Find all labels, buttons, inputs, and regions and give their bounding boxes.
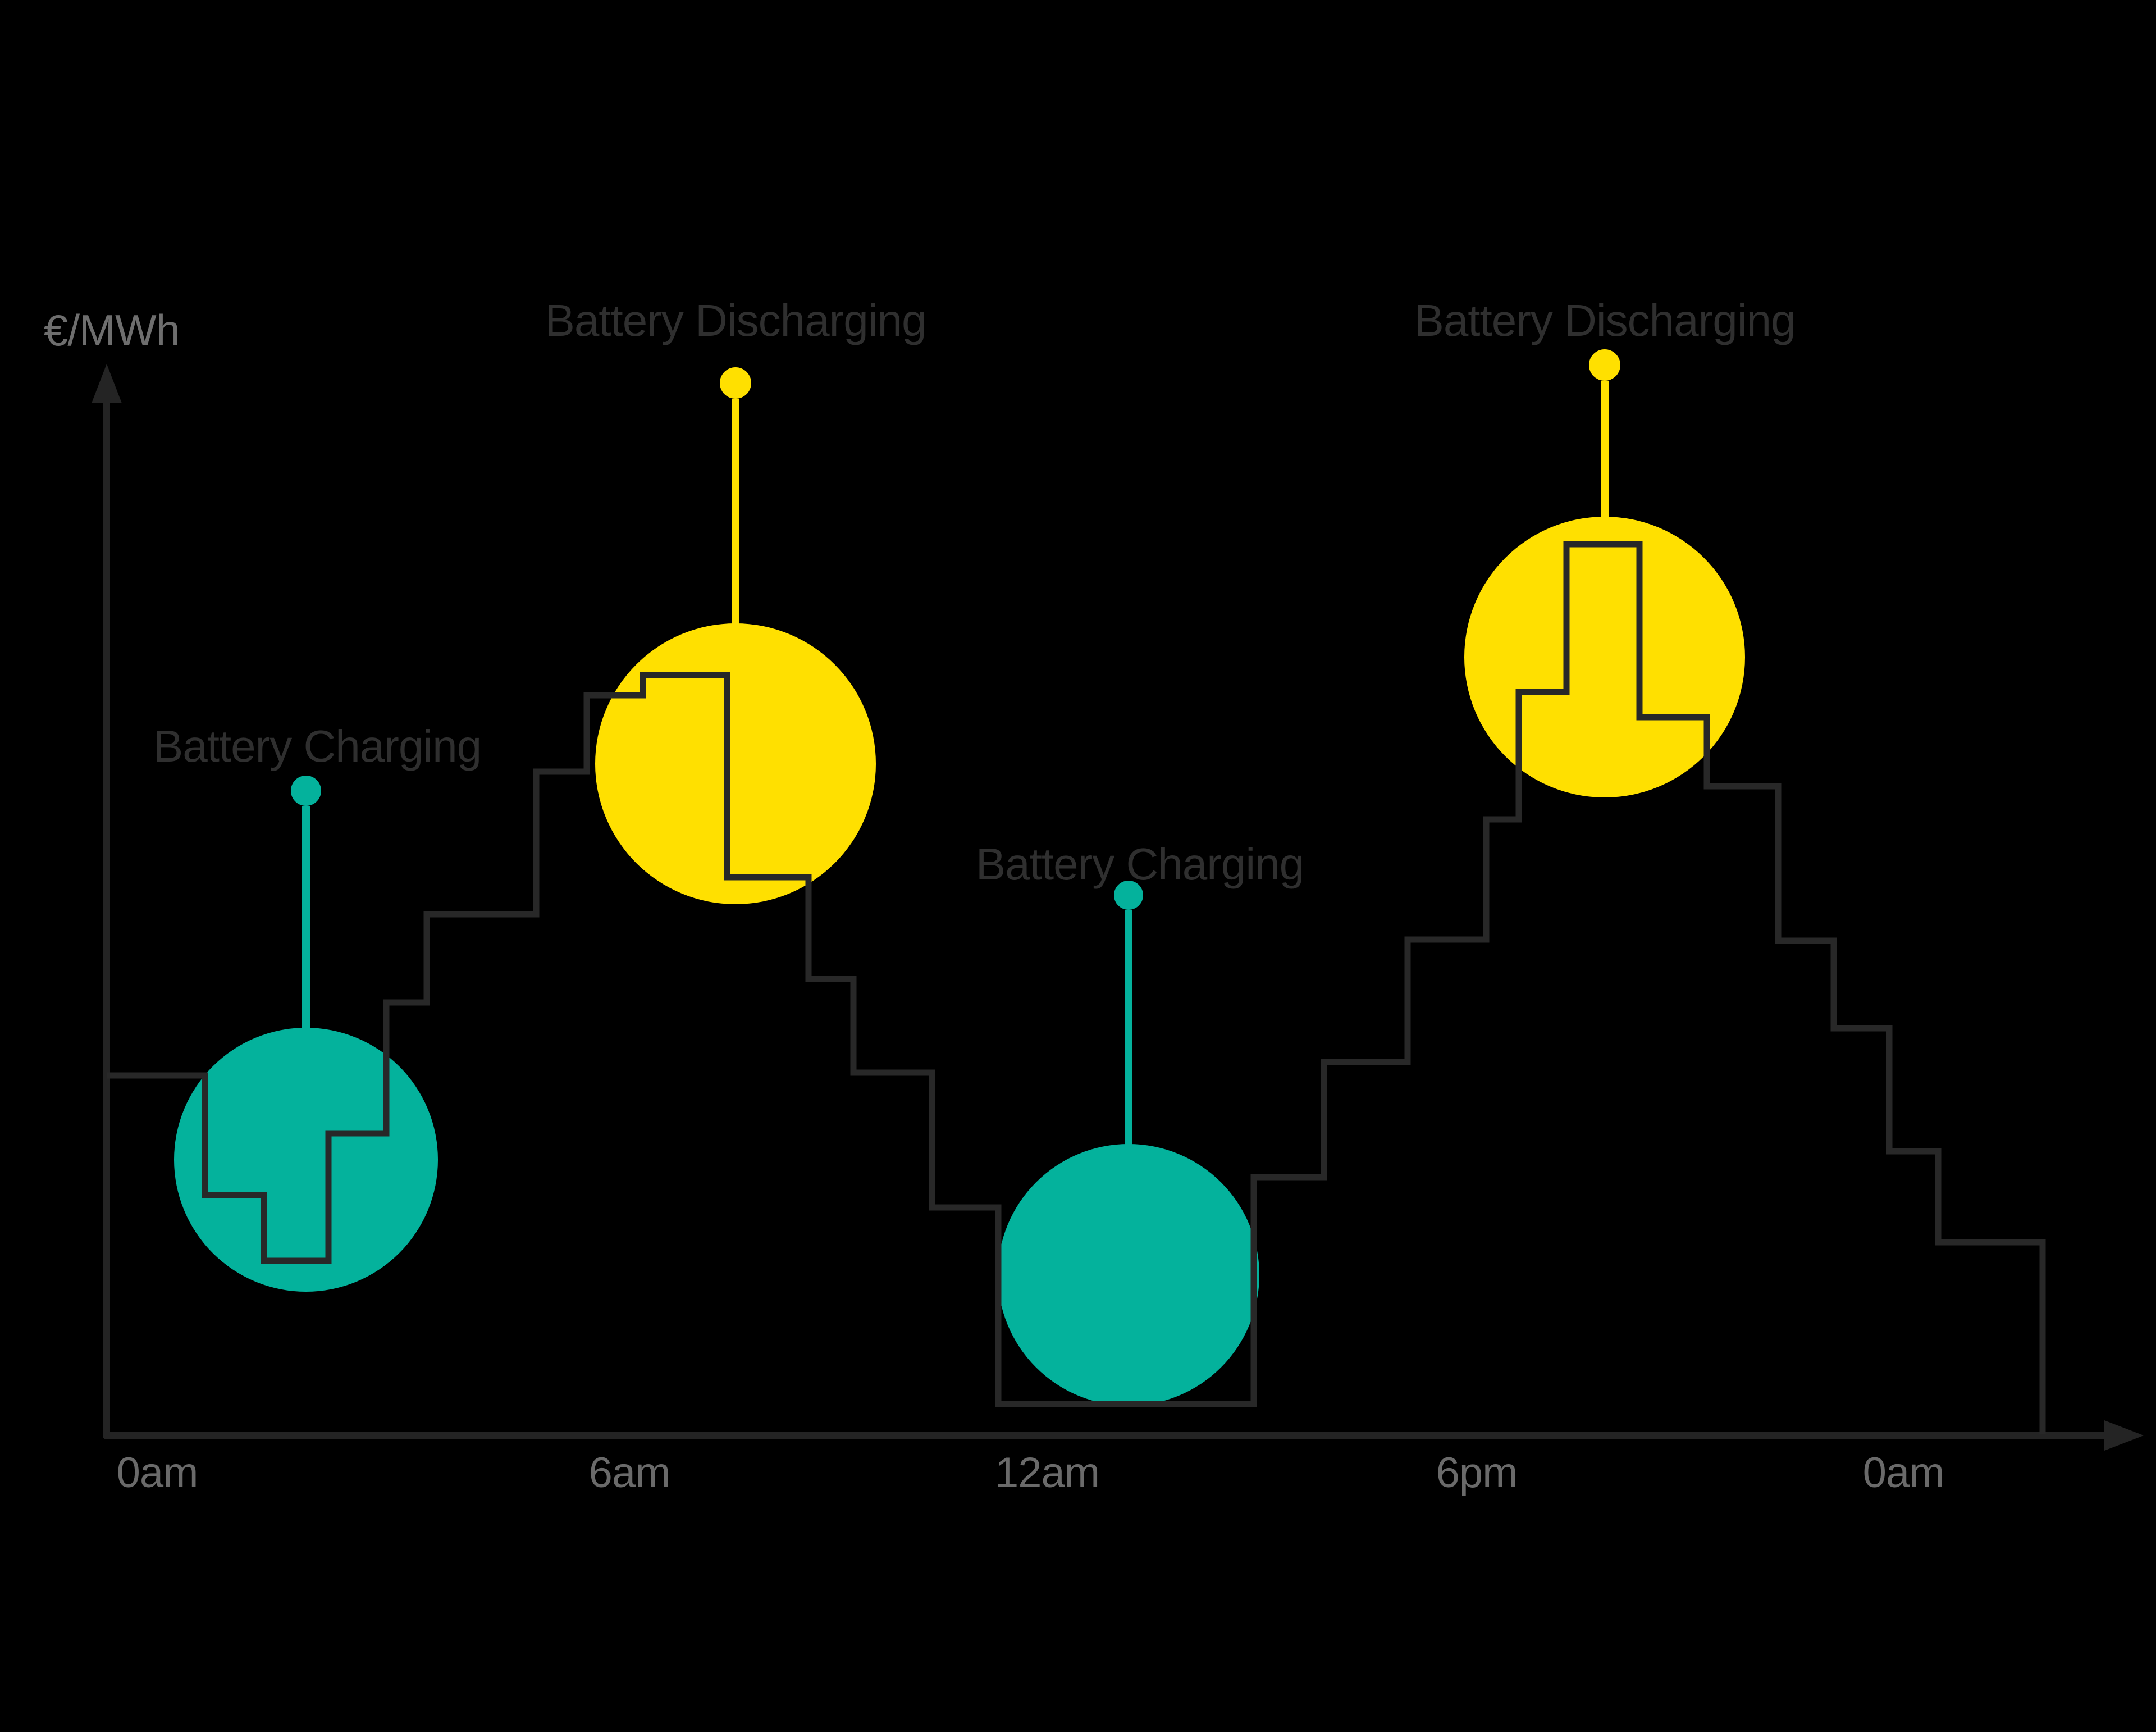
axes <box>92 364 2144 1451</box>
x-tick-label-0am: 0am <box>1863 1449 1944 1497</box>
discharging-circle <box>595 623 876 904</box>
annotation-circles <box>174 517 1745 1406</box>
battery-discharging-label: Battery Discharging <box>545 295 926 345</box>
x-tick-label-0am: 0am <box>117 1449 198 1497</box>
battery-discharging-label: Battery Discharging <box>1414 295 1795 345</box>
y-axis-arrow-icon <box>92 364 122 403</box>
charging-circle <box>998 1144 1259 1406</box>
price-step-curve <box>107 541 2046 1434</box>
charging-dot-icon <box>291 776 321 806</box>
x-axis-arrow-icon <box>2104 1420 2144 1451</box>
annotation-labels: Battery Charging Battery Discharging Batte… <box>153 295 1796 889</box>
x-tick-label-6am: 6am <box>589 1449 670 1497</box>
battery-charging-label: Battery Charging <box>153 721 481 771</box>
discharging-dot-icon <box>720 367 751 399</box>
discharging-circle <box>1464 517 1745 797</box>
charging-dot-icon <box>1114 881 1143 910</box>
discharging-dot-icon <box>1589 349 1620 381</box>
x-axis-tick-labels: 0am 6am 12am 6pm 0am <box>117 1449 1945 1497</box>
y-axis-title: €/MWh <box>44 306 180 355</box>
x-tick-label-12am: 12am <box>995 1449 1099 1497</box>
annotation-stems <box>291 349 1620 1146</box>
charging-circle <box>174 1028 438 1292</box>
battery-charging-label: Battery Charging <box>976 839 1304 889</box>
x-tick-label-6pm: 6pm <box>1436 1449 1518 1497</box>
